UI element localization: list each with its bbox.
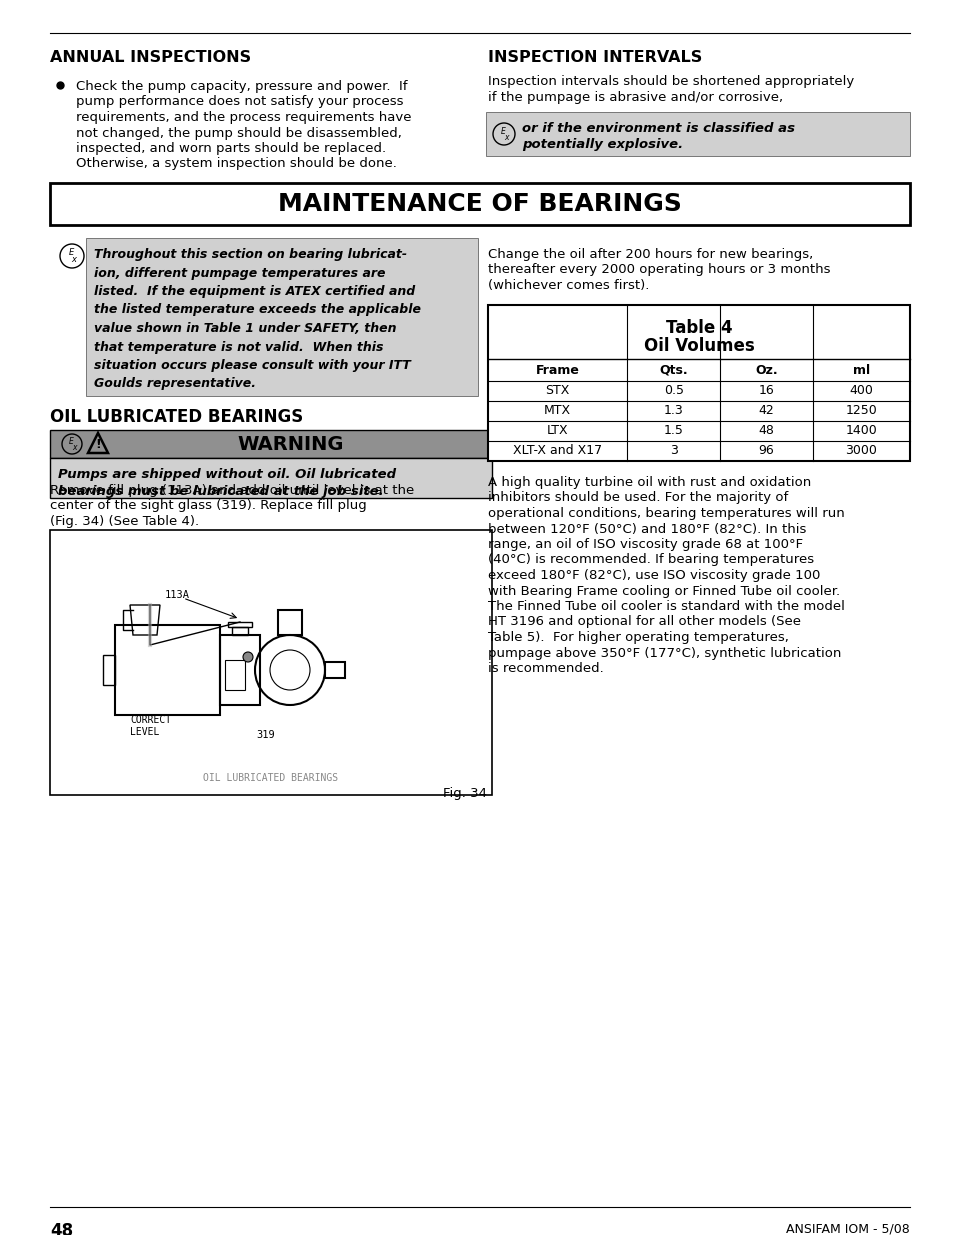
Text: is recommended.: is recommended. — [488, 662, 603, 676]
Text: 48: 48 — [758, 425, 774, 437]
Text: Qts.: Qts. — [659, 363, 687, 377]
Text: E: E — [69, 436, 73, 446]
Bar — [50, 530, 492, 795]
Text: 16: 16 — [758, 384, 774, 398]
Text: inhibitors should be used. For the majority of: inhibitors should be used. For the major… — [488, 492, 787, 505]
Text: ion, different pumpage temperatures are: ion, different pumpage temperatures are — [94, 267, 385, 279]
Text: if the pumpage is abrasive and/or corrosive,: if the pumpage is abrasive and/or corros… — [488, 90, 782, 104]
Bar — [115, 625, 220, 715]
Text: (40°C) is recommended. If bearing temperatures: (40°C) is recommended. If bearing temper… — [488, 553, 813, 567]
Text: Inspection intervals should be shortened appropriately: Inspection intervals should be shortened… — [488, 75, 853, 88]
Text: thereafter every 2000 operating hours or 3 months: thereafter every 2000 operating hours or… — [488, 263, 830, 277]
Text: Otherwise, a system inspection should be done.: Otherwise, a system inspection should be… — [76, 158, 396, 170]
Text: (Fig. 34) (See Table 4).: (Fig. 34) (See Table 4). — [50, 515, 199, 529]
Bar — [325, 662, 345, 678]
Text: Goulds representative.: Goulds representative. — [94, 378, 255, 390]
Text: XLT-X and X17: XLT-X and X17 — [513, 445, 601, 457]
Bar — [232, 627, 248, 635]
Text: ANNUAL INSPECTIONS: ANNUAL INSPECTIONS — [50, 49, 251, 65]
Bar — [228, 622, 252, 627]
Text: the listed temperature exceeds the applicable: the listed temperature exceeds the appli… — [94, 304, 420, 316]
Text: Fig. 34: Fig. 34 — [442, 787, 486, 800]
Text: 1.3: 1.3 — [663, 405, 683, 417]
Bar — [50, 183, 909, 225]
Text: The Finned Tube oil cooler is standard with the model: The Finned Tube oil cooler is standard w… — [488, 600, 844, 613]
Text: Oz.: Oz. — [755, 363, 777, 377]
Text: A high quality turbine oil with rust and oxidation: A high quality turbine oil with rust and… — [488, 475, 810, 489]
Text: 113A: 113A — [165, 590, 190, 600]
Text: inspected, and worn parts should be replaced.: inspected, and worn parts should be repl… — [76, 142, 386, 156]
Text: situation occurs please consult with your ITT: situation occurs please consult with you… — [94, 359, 411, 372]
Text: value shown in Table 1 under SAFETY, then: value shown in Table 1 under SAFETY, the… — [94, 322, 396, 335]
Text: range, an oil of ISO viscosity grade 68 at 100°F: range, an oil of ISO viscosity grade 68 … — [488, 538, 802, 551]
Bar — [485, 112, 909, 156]
Text: 48: 48 — [50, 1221, 73, 1235]
Bar — [220, 635, 260, 705]
Circle shape — [243, 652, 253, 662]
Text: operational conditions, bearing temperatures will run: operational conditions, bearing temperat… — [488, 508, 843, 520]
Text: center of the sight glass (319). Replace fill plug: center of the sight glass (319). Replace… — [50, 499, 366, 513]
Text: 3: 3 — [669, 445, 677, 457]
Text: 1250: 1250 — [844, 405, 877, 417]
Text: not changed, the pump should be disassembled,: not changed, the pump should be disassem… — [76, 126, 401, 140]
Bar — [225, 659, 245, 690]
Text: E: E — [69, 248, 73, 257]
Bar — [86, 238, 477, 396]
Bar — [277, 610, 302, 635]
Bar — [103, 655, 115, 685]
Text: LTX: LTX — [546, 425, 568, 437]
Text: or if the environment is classified as: or if the environment is classified as — [521, 122, 794, 135]
Text: exceed 180°F (82°C), use ISO viscosity grade 100: exceed 180°F (82°C), use ISO viscosity g… — [488, 569, 820, 582]
Text: HT 3196 and optional for all other models (See: HT 3196 and optional for all other model… — [488, 615, 801, 629]
Text: x: x — [71, 442, 76, 452]
Text: Oil Volumes: Oil Volumes — [643, 337, 754, 354]
Text: 42: 42 — [758, 405, 774, 417]
Text: ANSIFAM IOM - 5/08: ANSIFAM IOM - 5/08 — [785, 1221, 909, 1235]
Text: OIL LUBRICATED BEARINGS: OIL LUBRICATED BEARINGS — [50, 408, 303, 426]
Text: WARNING: WARNING — [237, 435, 344, 453]
Text: !: ! — [95, 438, 101, 452]
Text: that temperature is not valid.  When this: that temperature is not valid. When this — [94, 341, 383, 353]
Text: pump performance does not satisfy your process: pump performance does not satisfy your p… — [76, 95, 403, 109]
Text: 1.5: 1.5 — [663, 425, 683, 437]
Bar — [50, 430, 492, 458]
Text: between 120°F (50°C) and 180°F (82°C). In this: between 120°F (50°C) and 180°F (82°C). I… — [488, 522, 805, 536]
Text: pumpage above 350°F (177°C), synthetic lubrication: pumpage above 350°F (177°C), synthetic l… — [488, 646, 841, 659]
Text: x: x — [503, 132, 508, 142]
Text: MAINTENANCE OF BEARINGS: MAINTENANCE OF BEARINGS — [277, 191, 681, 216]
Text: bearings must be lubricated at the job site.: bearings must be lubricated at the job s… — [58, 485, 383, 498]
Text: Frame: Frame — [536, 363, 579, 377]
Text: Table 5).  For higher operating temperatures,: Table 5). For higher operating temperatu… — [488, 631, 788, 643]
Text: (whichever comes first).: (whichever comes first). — [488, 279, 649, 291]
Text: Pumps are shipped without oil. Oil lubricated: Pumps are shipped without oil. Oil lubri… — [58, 468, 395, 480]
Text: INSPECTION INTERVALS: INSPECTION INTERVALS — [488, 49, 701, 65]
Text: MTX: MTX — [543, 405, 571, 417]
Text: STX: STX — [545, 384, 569, 398]
Text: Throughout this section on bearing lubricat-: Throughout this section on bearing lubri… — [94, 248, 407, 261]
Text: with Bearing Frame cooling or Finned Tube oil cooler.: with Bearing Frame cooling or Finned Tub… — [488, 584, 840, 598]
Text: 1400: 1400 — [844, 425, 877, 437]
Text: Table 4: Table 4 — [665, 319, 732, 337]
Text: 96: 96 — [758, 445, 774, 457]
Text: 319: 319 — [255, 730, 274, 740]
Text: ml: ml — [852, 363, 869, 377]
Text: CORRECT
LEVEL: CORRECT LEVEL — [130, 715, 171, 737]
Text: OIL LUBRICATED BEARINGS: OIL LUBRICATED BEARINGS — [203, 773, 338, 783]
Text: listed.  If the equipment is ATEX certified and: listed. If the equipment is ATEX certifi… — [94, 285, 415, 298]
Text: Check the pump capacity, pressure and power.  If: Check the pump capacity, pressure and po… — [76, 80, 407, 93]
Text: Remove fill plug (113A) and add oil until level is at the: Remove fill plug (113A) and add oil unti… — [50, 484, 414, 496]
Bar — [50, 458, 492, 498]
Text: x: x — [71, 254, 76, 264]
Text: Change the oil after 200 hours for new bearings,: Change the oil after 200 hours for new b… — [488, 248, 812, 261]
Text: potentially explosive.: potentially explosive. — [521, 138, 682, 151]
Text: 3000: 3000 — [844, 445, 877, 457]
Text: E: E — [500, 126, 505, 136]
Bar — [488, 305, 909, 461]
Text: requirements, and the process requirements have: requirements, and the process requiremen… — [76, 111, 411, 124]
Text: 0.5: 0.5 — [663, 384, 683, 398]
Text: 400: 400 — [848, 384, 873, 398]
